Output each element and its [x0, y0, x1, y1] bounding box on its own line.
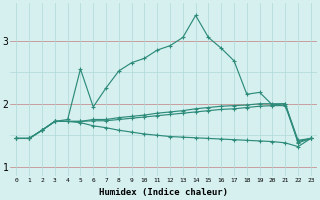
X-axis label: Humidex (Indice chaleur): Humidex (Indice chaleur): [99, 188, 228, 197]
